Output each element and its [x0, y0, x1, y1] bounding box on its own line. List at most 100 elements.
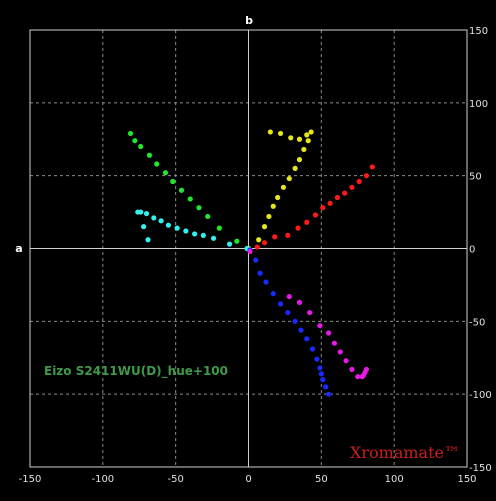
data-point — [296, 136, 303, 142]
data-point — [138, 143, 144, 150]
data-point — [216, 225, 222, 231]
y-tick-label: 50 — [469, 172, 482, 183]
data-point — [257, 270, 263, 276]
data-point — [247, 248, 253, 255]
data-point — [317, 323, 323, 329]
data-point — [135, 209, 141, 215]
data-point — [253, 257, 259, 263]
data-point — [349, 366, 355, 373]
data-point — [267, 129, 273, 135]
x-tick-label: -100 — [91, 474, 114, 485]
data-point — [317, 365, 323, 371]
data-point — [285, 309, 291, 316]
data-point — [270, 291, 276, 297]
data-point — [226, 241, 233, 247]
data-point — [304, 219, 310, 225]
data-point — [320, 205, 326, 211]
device-profile-label: Eizo S2411WU(D)_hue+100 — [44, 364, 228, 379]
y-axis-label: b — [245, 14, 253, 27]
y-tick-label: 0 — [469, 245, 475, 256]
data-point — [337, 349, 343, 355]
data-point — [295, 225, 301, 231]
data-point — [261, 240, 268, 246]
data-point — [363, 173, 370, 179]
data-point — [326, 330, 332, 336]
data-point — [296, 157, 303, 163]
data-point — [205, 213, 211, 220]
data-point — [308, 129, 314, 135]
data-point — [263, 279, 269, 285]
data-point — [210, 235, 217, 241]
data-point — [174, 225, 180, 231]
data-point — [327, 200, 333, 206]
data-point — [132, 138, 138, 144]
data-point — [292, 165, 298, 171]
data-point — [143, 210, 150, 217]
data-point — [165, 222, 171, 228]
data-point — [141, 224, 147, 230]
y-tick-label: -50 — [469, 317, 485, 328]
data-point — [369, 164, 375, 170]
data-point — [158, 218, 164, 224]
x-tick-label: 100 — [385, 474, 404, 485]
data-point — [170, 178, 176, 185]
data-point — [326, 391, 332, 397]
data-point — [355, 374, 361, 380]
data-points — [127, 129, 375, 397]
data-point — [151, 215, 157, 221]
x-tick-label: -150 — [19, 474, 42, 485]
data-point — [342, 190, 348, 196]
data-point — [288, 135, 294, 141]
data-point — [192, 231, 198, 237]
data-point — [314, 356, 320, 362]
data-point — [145, 237, 151, 243]
data-point — [234, 238, 240, 244]
data-point — [356, 178, 362, 185]
data-point — [298, 327, 304, 333]
data-point — [146, 152, 153, 158]
data-point — [261, 224, 268, 230]
data-point — [304, 336, 310, 342]
x-tick-label: 150 — [457, 474, 476, 485]
data-point — [270, 203, 276, 209]
data-point — [277, 301, 284, 307]
data-point — [280, 184, 287, 190]
data-point — [187, 196, 193, 202]
data-point — [272, 234, 278, 240]
x-tick-label: 50 — [315, 474, 328, 485]
data-point — [277, 130, 284, 137]
y-tick-label: 150 — [469, 26, 488, 37]
data-point — [312, 212, 319, 218]
data-point — [286, 293, 292, 300]
data-point — [200, 232, 206, 238]
data-point — [334, 194, 340, 201]
data-point — [196, 205, 202, 211]
data-point — [320, 377, 326, 383]
data-point — [178, 187, 185, 193]
data-point — [256, 237, 262, 243]
data-point — [154, 161, 160, 167]
data-point — [285, 232, 291, 238]
y-tick-label: 100 — [469, 99, 488, 110]
data-point — [362, 369, 368, 375]
x-tick-label: 0 — [245, 474, 251, 485]
data-point — [343, 358, 349, 364]
y-tick-label: -100 — [469, 390, 492, 401]
data-point — [323, 384, 329, 390]
data-point — [292, 318, 298, 324]
data-point — [127, 130, 134, 137]
data-point — [301, 146, 307, 153]
data-point — [331, 340, 338, 346]
data-point — [349, 184, 355, 190]
data-point — [275, 194, 281, 201]
y-tick-label: -150 — [469, 463, 492, 474]
data-point — [254, 244, 260, 250]
data-point — [183, 228, 189, 234]
data-point — [309, 346, 316, 352]
data-point — [305, 138, 311, 144]
data-point — [318, 371, 324, 377]
data-point — [266, 213, 272, 220]
